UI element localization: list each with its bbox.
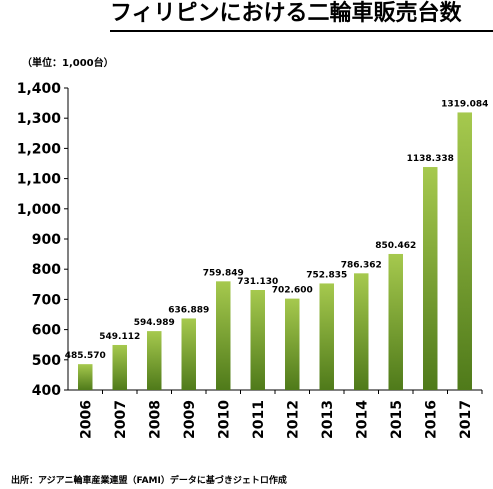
y-tick-label: 900	[32, 232, 61, 248]
data-label: 594.989	[134, 318, 175, 328]
source-note: 出所：アジアニ輪車産業連盟（FAMI）データに基づきジェトロ作成	[11, 476, 287, 486]
y-tick-label: 1,300	[17, 111, 62, 127]
bar	[285, 298, 300, 390]
x-tick-label: 2014	[354, 400, 370, 439]
y-tick-label: 700	[32, 292, 61, 308]
data-label: 850.462	[375, 241, 416, 251]
x-tick-label: 2012	[285, 400, 301, 439]
y-tick-label: 1,400	[17, 81, 62, 97]
bar	[147, 331, 162, 390]
y-tick-label: 800	[32, 262, 61, 278]
bar	[457, 112, 472, 390]
x-tick-label: 2006	[78, 400, 94, 439]
bar	[78, 364, 93, 390]
bar	[388, 253, 403, 390]
bar	[423, 167, 438, 390]
x-tick-label: 2015	[389, 400, 405, 439]
x-tick-label: 2011	[251, 400, 267, 439]
data-label: 549.112	[99, 332, 140, 342]
data-label: 752.835	[306, 270, 347, 280]
data-label: 786.362	[341, 260, 382, 270]
unit-label: （単位：1,000台）	[22, 58, 114, 69]
y-tick-label: 600	[32, 323, 61, 339]
y-tick-label: 1,200	[17, 141, 62, 157]
x-tick-label: 2013	[320, 400, 336, 439]
x-tick-label: 2009	[182, 400, 198, 439]
x-tick-label: 2016	[423, 400, 439, 439]
data-label: 1138.338	[407, 154, 454, 164]
bar	[216, 281, 231, 390]
data-label: 1319.084	[441, 99, 488, 109]
data-label: 702.600	[272, 286, 313, 296]
data-label: 636.889	[168, 305, 209, 315]
data-label: 759.849	[203, 268, 244, 278]
bar	[250, 289, 265, 390]
bar	[181, 318, 196, 390]
y-tick-label: 400	[32, 383, 61, 399]
bar	[319, 283, 334, 390]
bar	[354, 273, 369, 390]
x-tick-label: 2008	[147, 400, 163, 439]
page-title: フィリピンにおける二輪車販売台数	[110, 0, 493, 32]
y-tick-label: 1,000	[17, 202, 62, 218]
y-tick-label: 1,100	[17, 172, 62, 188]
bar	[112, 344, 127, 390]
data-label: 731.130	[237, 277, 278, 287]
x-tick-label: 2007	[113, 400, 129, 439]
x-tick-label: 2017	[458, 400, 474, 439]
data-label: 485.570	[65, 351, 106, 361]
x-tick-label: 2010	[216, 400, 232, 439]
y-tick-label: 500	[32, 353, 61, 369]
